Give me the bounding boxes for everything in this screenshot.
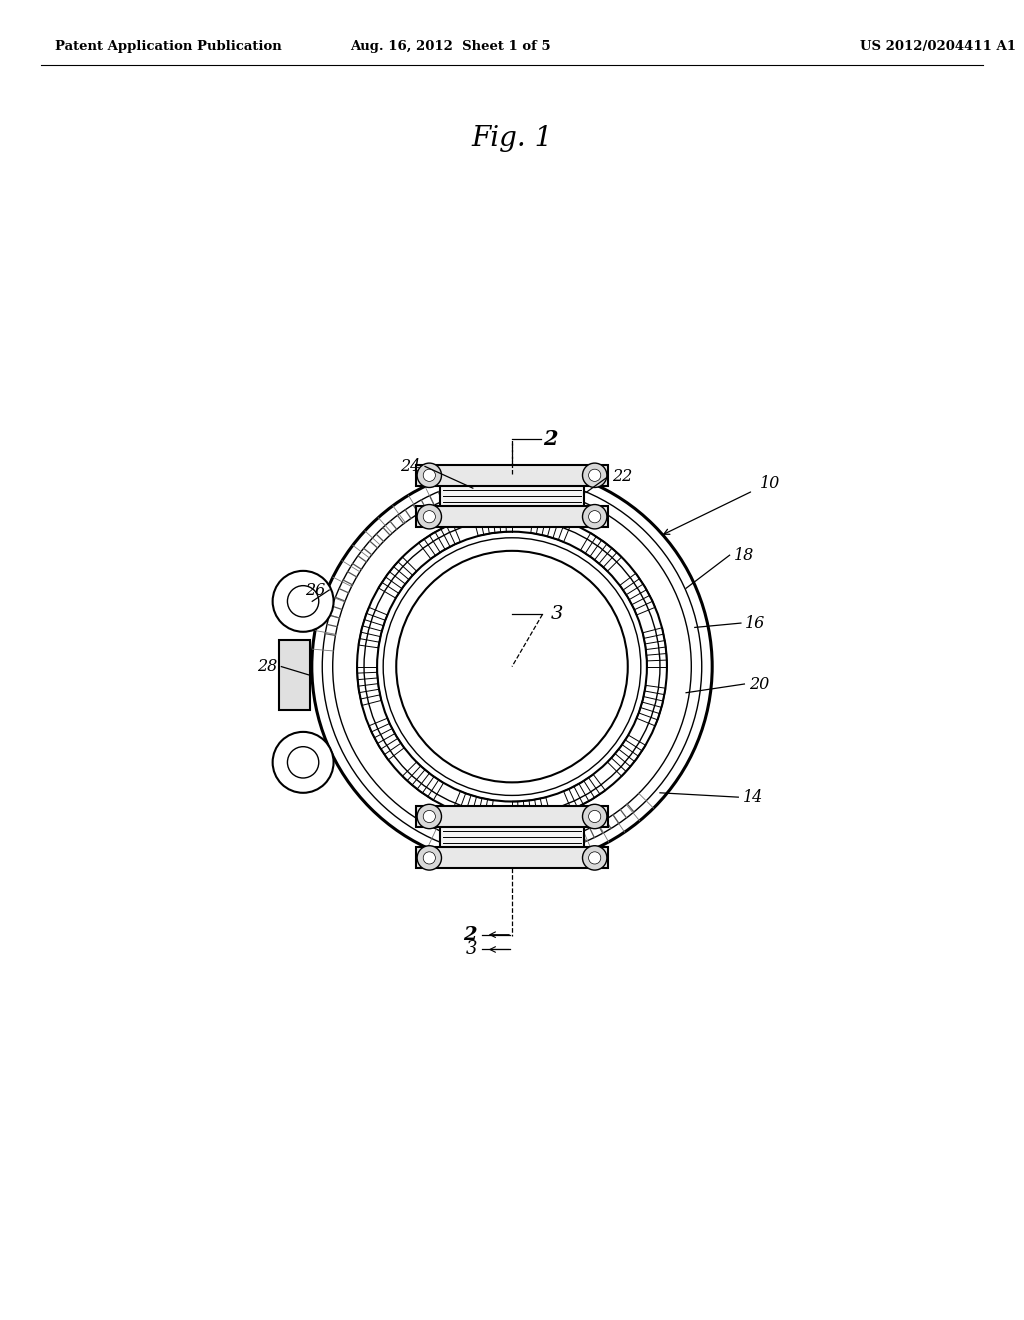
Circle shape [589, 851, 601, 865]
Bar [416, 807, 608, 826]
Circle shape [423, 810, 435, 822]
Circle shape [583, 846, 607, 870]
Circle shape [417, 504, 441, 529]
Circle shape [272, 731, 334, 793]
Bar [440, 482, 584, 511]
Text: Aug. 16, 2012  Sheet 1 of 5: Aug. 16, 2012 Sheet 1 of 5 [350, 40, 551, 53]
Circle shape [589, 469, 601, 482]
Circle shape [288, 586, 318, 616]
Circle shape [589, 810, 601, 822]
Text: 3: 3 [551, 606, 563, 623]
Bar [416, 465, 608, 486]
Text: Patent Application Publication: Patent Application Publication [55, 40, 282, 53]
Circle shape [417, 846, 441, 870]
Circle shape [423, 851, 435, 865]
Text: US 2012/0204411 A1: US 2012/0204411 A1 [860, 40, 1016, 53]
Circle shape [423, 511, 435, 523]
Circle shape [288, 747, 318, 777]
Circle shape [417, 804, 441, 829]
Circle shape [583, 804, 607, 829]
Circle shape [272, 570, 334, 632]
Bar [416, 507, 608, 527]
Text: 28: 28 [257, 659, 276, 675]
Text: 2: 2 [464, 925, 477, 944]
Text: 18: 18 [734, 546, 755, 564]
Text: 26: 26 [304, 582, 325, 598]
Text: 14: 14 [742, 788, 763, 805]
Text: Fig. 1: Fig. 1 [471, 125, 553, 152]
Bar [279, 640, 310, 710]
Circle shape [423, 469, 435, 482]
Text: 3: 3 [466, 940, 477, 958]
Circle shape [311, 466, 713, 867]
Circle shape [589, 511, 601, 523]
Circle shape [417, 463, 441, 487]
Bar [440, 822, 584, 851]
Text: 24: 24 [400, 458, 421, 475]
Text: 22: 22 [612, 469, 633, 486]
Circle shape [583, 504, 607, 529]
Text: 2: 2 [544, 429, 558, 449]
Circle shape [583, 463, 607, 487]
Circle shape [396, 550, 628, 783]
Text: 10: 10 [760, 475, 780, 492]
Text: 20: 20 [749, 676, 769, 693]
Text: 16: 16 [745, 615, 766, 631]
Bar [416, 847, 608, 869]
